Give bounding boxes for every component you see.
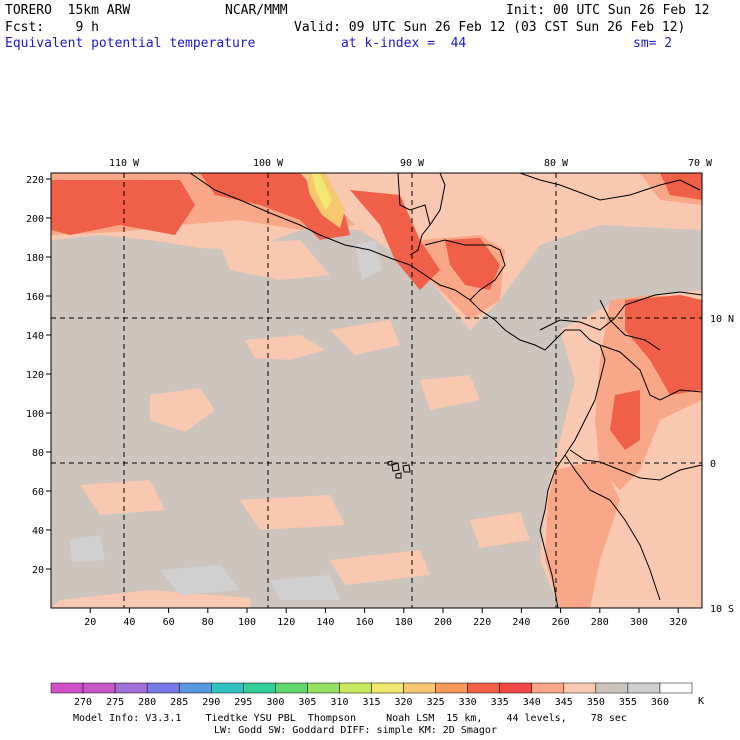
y-tick-label: 180 [26,253,44,264]
x-tick-label: 320 [669,617,687,628]
colorbar-label: 290 [202,697,220,708]
lon-label-80w: 80 W [544,158,569,169]
colorbar-unit: K [698,696,704,707]
colorbar-label: 325 [427,697,445,708]
x-tick-label: 200 [434,617,452,628]
colorbar-swatch [659,682,693,694]
x-tick-label: 60 [163,617,175,628]
y-tick-label: 200 [26,214,44,225]
colorbar-label: 305 [298,697,316,708]
colorbar-label: 300 [266,697,284,708]
init-time: Init: 00 UTC Sun 26 Feb 12 [506,3,710,18]
x-tick-label: 180 [395,617,413,628]
y-tick-label: 40 [32,526,44,537]
model-info-line2: LW: Godd SW: Goddard DIFF: simple KM: 2D… [214,725,497,736]
org-label: NCAR/MMM [225,3,288,18]
lat-label-0: 0 [710,459,716,470]
colorbar-label: 310 [330,697,348,708]
coastline [189,173,702,608]
colorbar-swatch [82,682,116,694]
colorbar-label: 330 [459,697,477,708]
colorbar-label: 270 [74,697,92,708]
y-tick-label: 160 [26,292,44,303]
colorbar-swatch [339,682,372,694]
colorbar-label: 315 [362,697,380,708]
colorbar-swatch [178,682,212,694]
level-label: at k-index = 44 [341,36,467,51]
colorbar-label: 280 [138,697,156,708]
y-tick-label: 140 [26,331,44,342]
x-tick-label: 260 [552,617,570,628]
colorbar-label: 355 [619,697,637,708]
field-name: Equivalent potential temperature [5,36,256,51]
colorbar-label: 320 [395,697,413,708]
x-tick-label: 160 [356,617,374,628]
y-tick-label: 60 [32,487,44,498]
colorbar-swatch [243,682,276,694]
colorbar-swatch [307,682,340,694]
colorbar: 270 275 280 285 290 295 300 305 310 315 320 325 330 3… [50,682,693,708]
colorbar-swatch [627,682,661,694]
colorbar-swatch [275,682,308,694]
x-tick-label: 300 [630,617,648,628]
colorbar-label: 335 [491,697,509,708]
x-tick-label: 140 [316,617,334,628]
colorbar-swatch [563,682,597,694]
x-tick-label: 120 [277,617,295,628]
y-tick-label: 220 [26,175,44,186]
colorbar-swatch [595,682,629,694]
graticule [51,173,702,608]
colorbar-label: 350 [587,697,605,708]
lon-label-100w: 100 W [253,158,284,169]
model-info-line1: Model Info: V3.3.1 Tiedtke YSU PBL Thomp… [73,713,627,724]
map-frame [50,172,703,609]
colorbar-swatch [467,682,500,694]
x-axis: 20 40 60 80 100 120 140 160 180 200 220 240 260 280 30… [84,608,687,628]
temperature-fill [51,173,702,608]
colorbar-swatch [371,682,404,694]
colorbar-label: 275 [106,697,124,708]
forecast-hour: Fcst: 9 h [5,20,99,35]
colorbar-label: 285 [170,697,188,708]
colorbar-swatch [531,682,565,694]
x-tick-label: 100 [238,617,256,628]
colorbar-swatch [403,682,436,694]
y-axis: 20 40 60 80 100 120 140 160 180 200 220 [26,175,51,576]
colorbar-label: 345 [555,697,573,708]
model-title: TORERO 15km ARW [5,3,131,18]
lon-label-70w: 70 W [688,158,713,169]
colorbar-swatch [211,682,244,694]
lon-label-110w: 110 W [109,158,140,169]
lon-label-90w: 90 W [400,158,425,169]
colorbar-swatch [499,682,533,694]
colorbar-label: 340 [523,697,541,708]
colorbar-swatch [146,682,180,694]
y-tick-label: 120 [26,370,44,381]
x-tick-label: 20 [84,617,96,628]
lat-label-10n: 10 N [710,314,734,325]
x-tick-label: 80 [202,617,214,628]
y-tick-label: 80 [32,448,44,459]
smooth-label: sm= 2 [633,36,673,51]
valid-time: Valid: 09 UTC Sun 26 Feb 12 (03 CST Sun … [294,20,686,35]
colorbar-swatch [50,682,84,694]
lat-label-10s: 10 S [710,604,734,615]
x-tick-label: 220 [473,617,491,628]
x-tick-label: 40 [123,617,135,628]
colorbar-swatch [114,682,148,694]
colorbar-swatch [435,682,468,694]
x-tick-label: 280 [591,617,609,628]
y-tick-label: 100 [26,409,44,420]
colorbar-label: 360 [651,697,669,708]
y-tick-label: 20 [32,565,44,576]
x-tick-label: 240 [512,617,530,628]
colorbar-label: 295 [234,697,252,708]
